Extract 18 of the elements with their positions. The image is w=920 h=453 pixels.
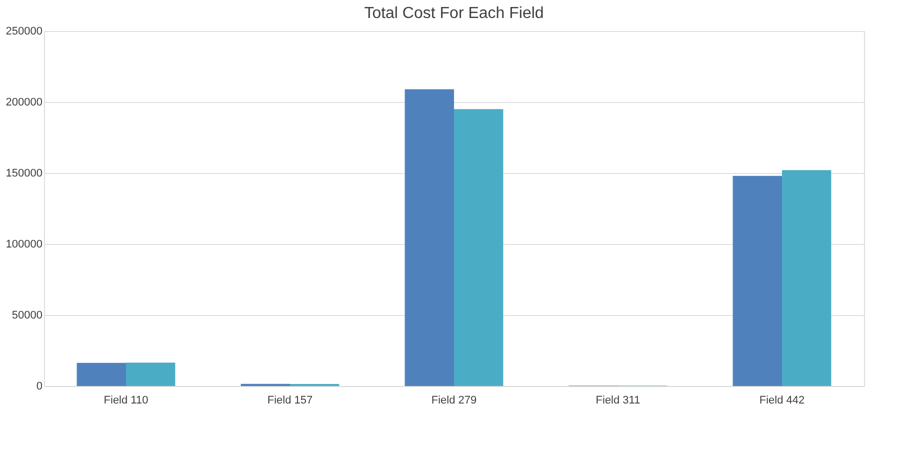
x-tick-label: Field 279 — [431, 394, 477, 406]
x-tick-label: Field 157 — [267, 394, 313, 406]
x-tick-label: Field 311 — [596, 394, 640, 406]
y-tick-label: 200000 — [6, 96, 42, 108]
y-tick-label: 100000 — [6, 238, 42, 250]
bar — [782, 170, 832, 386]
bar — [454, 109, 504, 386]
bar — [126, 362, 176, 386]
y-tick-label: 150000 — [6, 168, 42, 180]
bar — [404, 89, 454, 386]
bar — [732, 176, 782, 386]
x-tick-label: Field 110 — [104, 394, 148, 406]
bar — [76, 362, 126, 386]
y-tick-label: 250000 — [6, 26, 42, 38]
y-tick-label: 50000 — [12, 310, 42, 322]
y-tick-label: 0 — [36, 380, 42, 392]
x-tick-label: Field 442 — [759, 394, 805, 406]
chart-title: Total Cost For Each Field — [364, 5, 544, 22]
